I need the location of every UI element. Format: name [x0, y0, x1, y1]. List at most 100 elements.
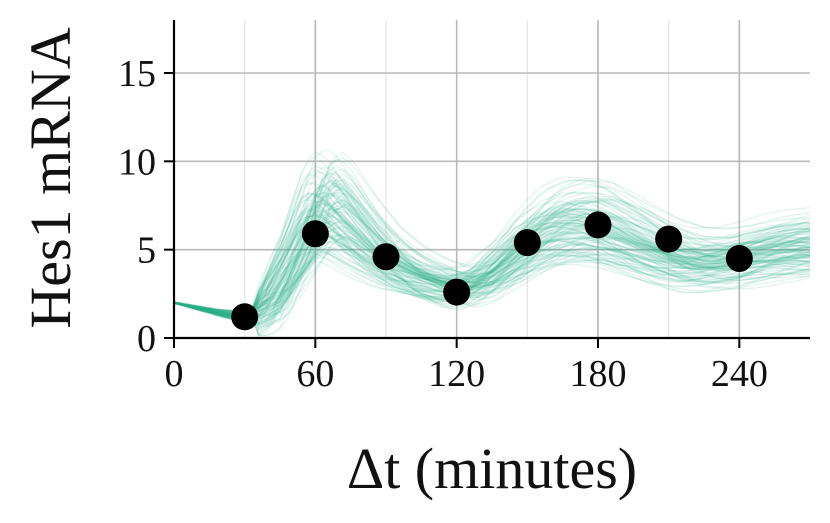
trajectory-line: [174, 248, 810, 317]
trajectory-line: [174, 174, 810, 320]
trajectory-line: [174, 243, 810, 316]
y-tick-label: 15: [118, 53, 156, 95]
data-point: [443, 278, 471, 306]
trajectory-line: [174, 208, 810, 330]
trajectory-line: [174, 159, 810, 315]
trajectory-line: [174, 223, 810, 318]
trajectory-line: [174, 191, 810, 322]
trajectory-line: [174, 155, 810, 317]
trajectory-line: [174, 157, 810, 316]
trajectory-line: [174, 209, 810, 317]
trajectory-line: [174, 184, 810, 320]
trajectory-line: [174, 238, 810, 317]
data-point: [584, 211, 612, 239]
trajectory-line: [174, 220, 810, 314]
trajectory-line: [174, 188, 810, 328]
trajectory-line: [174, 212, 810, 318]
gridlines: [174, 20, 810, 338]
trajectory-line: [174, 168, 810, 324]
trajectory-line: [174, 165, 810, 317]
trajectory-line: [174, 201, 810, 326]
trajectory-line: [174, 200, 810, 317]
y-tick-labels: 0 5 10 15: [118, 53, 156, 360]
trajectory-line: [174, 199, 810, 322]
trajectory-line: [174, 171, 810, 321]
trajectory-line: [174, 213, 810, 323]
trajectory-line: [174, 235, 810, 320]
trajectory-line: [174, 151, 810, 316]
data-point: [231, 303, 259, 331]
trajectory-line: [174, 201, 810, 316]
trajectory-line: [174, 249, 810, 318]
trajectory-line: [174, 215, 810, 317]
trajectory-line: [174, 218, 810, 320]
trajectory-line: [174, 220, 810, 322]
trajectory-line: [174, 207, 810, 320]
trajectory-line: [174, 210, 810, 326]
trajectory-line: [174, 173, 810, 331]
trajectory-line: [174, 178, 810, 323]
trajectory-line: [174, 181, 810, 315]
trajectory-line: [174, 233, 810, 321]
trajectory-line: [174, 208, 810, 319]
y-tick-label: 0: [137, 318, 156, 360]
trajectory-line: [174, 246, 810, 324]
trajectory-line: [174, 234, 810, 319]
trajectory-line: [174, 221, 810, 317]
trajectory-line: [174, 194, 810, 316]
trajectory-line: [174, 220, 810, 322]
trajectory-line: [174, 219, 810, 317]
trajectory-line: [174, 225, 810, 317]
trajectory-line: [174, 174, 810, 334]
trajectory-line: [174, 204, 810, 320]
trajectory-line: [174, 192, 810, 337]
trajectory-line: [174, 253, 810, 321]
data-point: [372, 243, 400, 271]
data-point: [513, 229, 541, 257]
trajectory-line: [174, 168, 810, 319]
data-points: [231, 211, 753, 331]
trajectory-line: [174, 228, 810, 319]
data-point: [655, 225, 683, 253]
trajectory-line: [174, 227, 810, 326]
trajectory-line: [174, 185, 810, 315]
trajectory-line: [174, 201, 810, 318]
trajectory-line: [174, 181, 810, 318]
trajectory-line: [174, 193, 810, 316]
trajectory-line: [174, 251, 810, 314]
trajectory-line: [174, 215, 810, 318]
trajectory-line: [174, 183, 810, 337]
trajectory-line: [174, 184, 810, 320]
trajectory-line: [174, 207, 810, 319]
trajectory-line: [174, 181, 810, 318]
trajectory-line: [174, 236, 810, 320]
trajectory-line: [174, 192, 810, 316]
trajectory-line: [174, 224, 810, 315]
trajectory-line: [174, 207, 810, 318]
x-tick-label: 240: [711, 353, 768, 395]
axes: [164, 20, 810, 348]
trajectory-line: [174, 194, 810, 320]
trajectory-line: [174, 214, 810, 319]
trajectory-line: [174, 185, 810, 318]
trajectory-line: [174, 166, 810, 318]
trajectory-line: [174, 244, 810, 320]
trajectory-line: [174, 211, 810, 332]
trajectory-line: [174, 192, 810, 326]
trajectory-line: [174, 244, 810, 321]
trajectory-line: [174, 229, 810, 325]
trajectory-line: [174, 178, 810, 337]
trajectory-line: [174, 221, 810, 329]
x-tick-label: 0: [165, 353, 184, 395]
x-tick-label: 180: [570, 353, 627, 395]
trajectory-line: [174, 172, 810, 322]
trajectory-line: [174, 205, 810, 316]
trajectory-line: [174, 164, 810, 314]
y-axis-label: Hes1 mRNA: [18, 27, 83, 328]
data-point: [725, 245, 753, 272]
y-tick-label: 10: [118, 141, 156, 183]
y-tick-label: 5: [137, 230, 156, 272]
x-tick-label: 60: [296, 353, 334, 395]
trajectory-line: [174, 149, 810, 315]
